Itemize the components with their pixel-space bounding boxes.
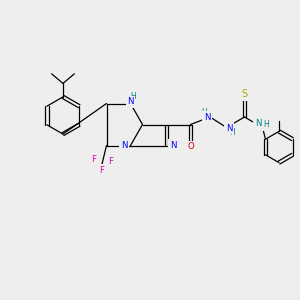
Text: H: H bbox=[229, 128, 235, 137]
Text: N: N bbox=[226, 124, 232, 133]
Text: F: F bbox=[91, 155, 96, 164]
Text: F: F bbox=[108, 157, 113, 166]
Text: H: H bbox=[263, 120, 269, 129]
Text: N: N bbox=[127, 98, 134, 106]
Text: N: N bbox=[121, 141, 127, 150]
Text: N: N bbox=[255, 118, 261, 127]
Text: H: H bbox=[130, 92, 136, 101]
Text: S: S bbox=[242, 89, 248, 99]
Text: H: H bbox=[202, 108, 208, 117]
Text: F: F bbox=[100, 166, 104, 175]
Text: O: O bbox=[187, 142, 194, 152]
Text: N: N bbox=[204, 113, 210, 122]
Text: N: N bbox=[170, 141, 176, 150]
